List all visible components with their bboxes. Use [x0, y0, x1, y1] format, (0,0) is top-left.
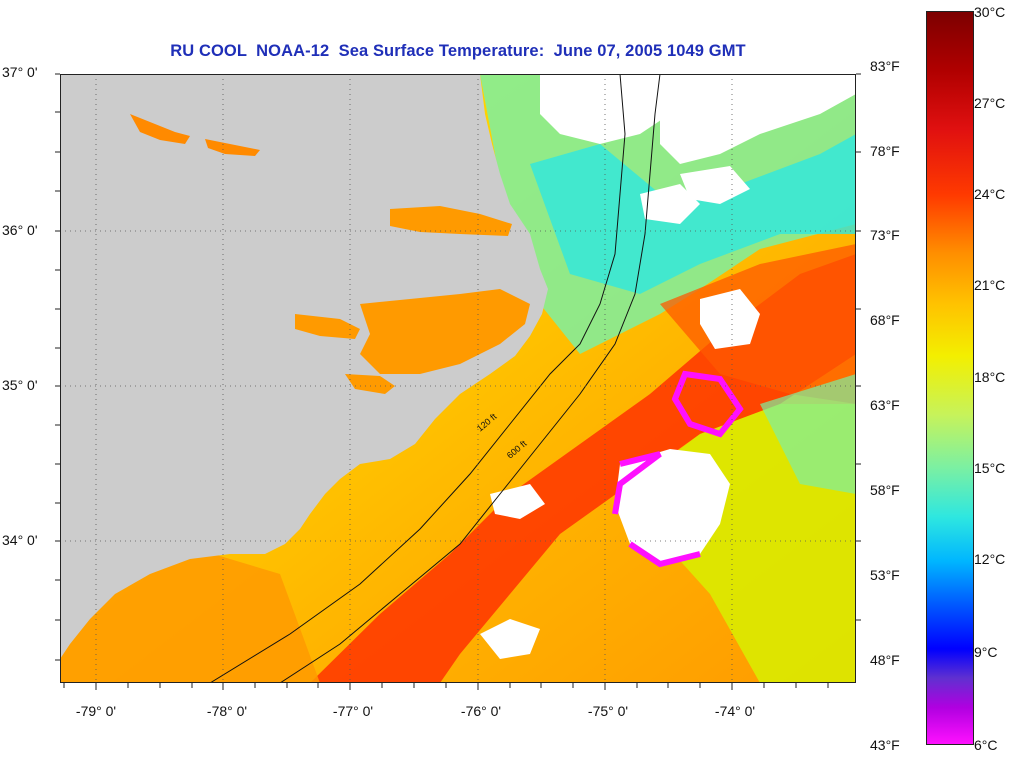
colorbar-c-30: 30°C: [974, 4, 1006, 20]
cloud-small-south: [480, 619, 540, 659]
colorbar-f-58: 58°F: [870, 482, 900, 498]
lon-label-74: -74° 0': [714, 703, 756, 719]
map-frame: [60, 74, 856, 683]
lon-label-79: -79° 0': [75, 703, 117, 719]
colorbar-c-24: 24°C: [974, 186, 1006, 202]
cold-fringe-1: [671, 370, 744, 438]
colorbar-c-9: 9°C: [974, 644, 998, 660]
lat-label-37: 37° 0': [2, 64, 38, 80]
cold-fringe-2: [612, 451, 662, 515]
lat-label-35: 35° 0': [2, 377, 38, 393]
colorbar-c-6: 6°C: [974, 737, 998, 753]
colorbar-c-18: 18°C: [974, 369, 1006, 385]
cloud-patch-1: [640, 184, 700, 224]
colorbar-f-63: 63°F: [870, 397, 900, 413]
colorbar-f-78: 78°F: [870, 143, 900, 159]
colorbar-c-21: 21°C: [974, 277, 1006, 293]
colorbar-c-27: 27°C: [974, 95, 1006, 111]
cold-fringe-3: [628, 541, 701, 568]
colorbar-c-12: 12°C: [974, 551, 1006, 567]
lon-label-77: -77° 0': [332, 703, 374, 719]
colorbar-f-48: 48°F: [870, 652, 900, 668]
contour-120ft: [209, 74, 626, 683]
colorbar-f-68: 68°F: [870, 312, 900, 328]
cloud-northeast: [660, 74, 856, 164]
lat-label-36: 36° 0': [2, 222, 38, 238]
colorbar-f-53: 53°F: [870, 567, 900, 583]
warm-offshore: [660, 244, 856, 404]
lon-label-76: -76° 0': [460, 703, 502, 719]
chart-title: RU COOL NOAA-12 Sea Surface Temperature:…: [170, 42, 746, 60]
pamlico-river: [295, 314, 360, 339]
inland-lake-2: [205, 139, 260, 156]
eastern-cool-patch: [760, 374, 856, 494]
cloud-patch-2: [680, 166, 750, 204]
cloud-small-mid: [490, 484, 545, 519]
colorbar-f-83: 83°F: [870, 58, 900, 74]
inland-lake-1: [130, 114, 190, 144]
cloud-large: [615, 449, 730, 564]
albemarle-sound: [390, 206, 512, 236]
lon-label-78: -78° 0': [206, 703, 248, 719]
lat-label-34: 34° 0': [2, 532, 38, 548]
colorbar-f-73: 73°F: [870, 227, 900, 243]
pamlico-sound: [360, 289, 530, 374]
cyan-water: [530, 134, 856, 294]
cloud-patch-3: [700, 289, 760, 349]
sst-map: 120 ft 600 ft: [60, 74, 856, 683]
contour-600ft: [279, 74, 661, 683]
neuse-river: [345, 374, 395, 394]
colorbar-f-43: 43°F: [870, 737, 900, 753]
colorbar-c-15: 15°C: [974, 460, 1006, 476]
lon-label-75: -75° 0': [587, 703, 629, 719]
colorbar: [926, 11, 974, 745]
